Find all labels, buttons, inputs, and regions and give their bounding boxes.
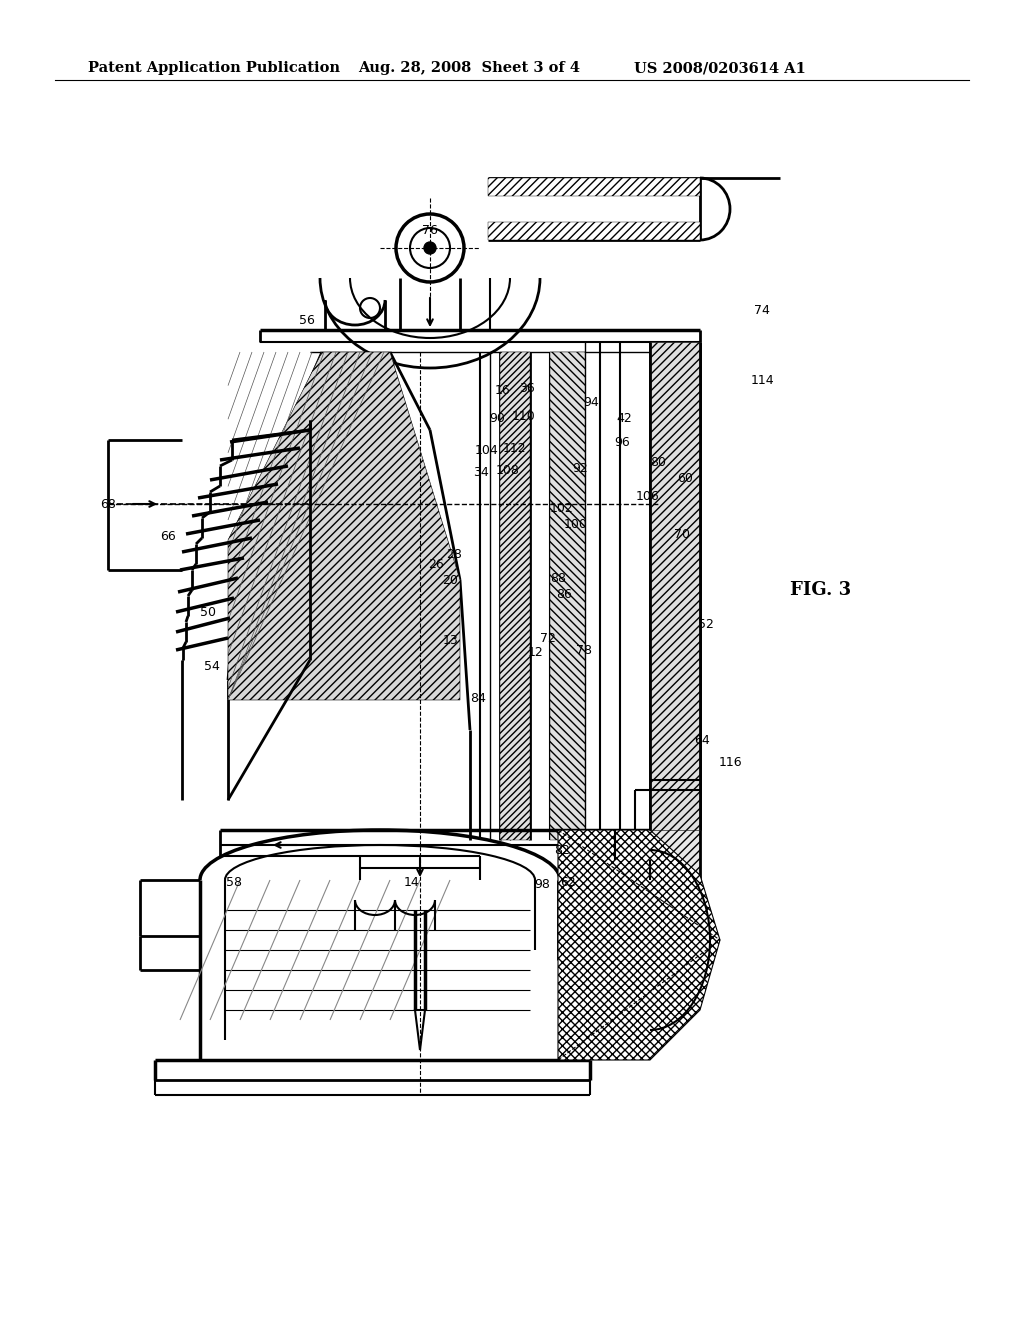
Text: 80: 80 [650,455,666,469]
Text: 74: 74 [754,304,770,317]
Text: 104: 104 [475,444,499,457]
Text: 102: 102 [550,502,573,515]
Text: 60: 60 [677,471,693,484]
Text: 114: 114 [751,374,774,387]
Text: 58: 58 [226,876,242,890]
Text: US 2008/0203614 A1: US 2008/0203614 A1 [634,61,806,75]
Text: 70: 70 [674,528,690,540]
Text: 26: 26 [428,557,443,570]
Text: 72: 72 [540,631,556,644]
Polygon shape [228,352,460,700]
Circle shape [424,242,436,253]
Polygon shape [550,352,585,840]
Polygon shape [650,342,700,880]
Text: 116: 116 [718,755,741,768]
Text: 86: 86 [556,587,572,601]
Text: Aug. 28, 2008  Sheet 3 of 4: Aug. 28, 2008 Sheet 3 of 4 [358,61,580,75]
Text: 96: 96 [614,436,630,449]
Text: 68: 68 [100,498,116,511]
Text: 100: 100 [564,517,588,531]
Text: 36: 36 [519,381,535,395]
Text: 92: 92 [572,462,588,474]
Text: 54: 54 [204,660,220,672]
Text: Patent Application Publication: Patent Application Publication [88,61,340,75]
Text: 66: 66 [160,529,176,543]
Text: 14: 14 [404,876,420,890]
Polygon shape [488,222,700,240]
Polygon shape [500,352,530,840]
Text: 112: 112 [502,441,525,454]
Text: 13: 13 [443,634,459,647]
Text: 94: 94 [583,396,599,408]
Text: 50: 50 [200,606,216,619]
Text: 78: 78 [575,644,592,656]
Text: 84: 84 [470,692,486,705]
Polygon shape [488,178,700,195]
Text: 12: 12 [528,645,544,659]
Text: 88: 88 [550,572,566,585]
Text: FIG. 3: FIG. 3 [790,581,851,599]
Text: 98: 98 [535,879,550,891]
Text: 62: 62 [560,876,575,890]
Polygon shape [650,342,700,830]
Text: 82: 82 [554,843,570,857]
Text: 76: 76 [422,223,438,236]
Text: 90: 90 [489,412,505,425]
Text: 106: 106 [636,490,659,503]
Text: 52: 52 [698,618,714,631]
Text: 34: 34 [473,466,488,479]
Text: 110: 110 [512,409,536,422]
Polygon shape [415,1010,425,1049]
Text: 20: 20 [442,573,458,586]
Text: 108: 108 [496,463,520,477]
Text: 28: 28 [446,548,462,561]
Text: 42: 42 [616,412,632,425]
Text: 56: 56 [299,314,315,326]
Text: 64: 64 [694,734,710,747]
Polygon shape [558,830,720,1060]
Text: 16: 16 [496,384,511,396]
